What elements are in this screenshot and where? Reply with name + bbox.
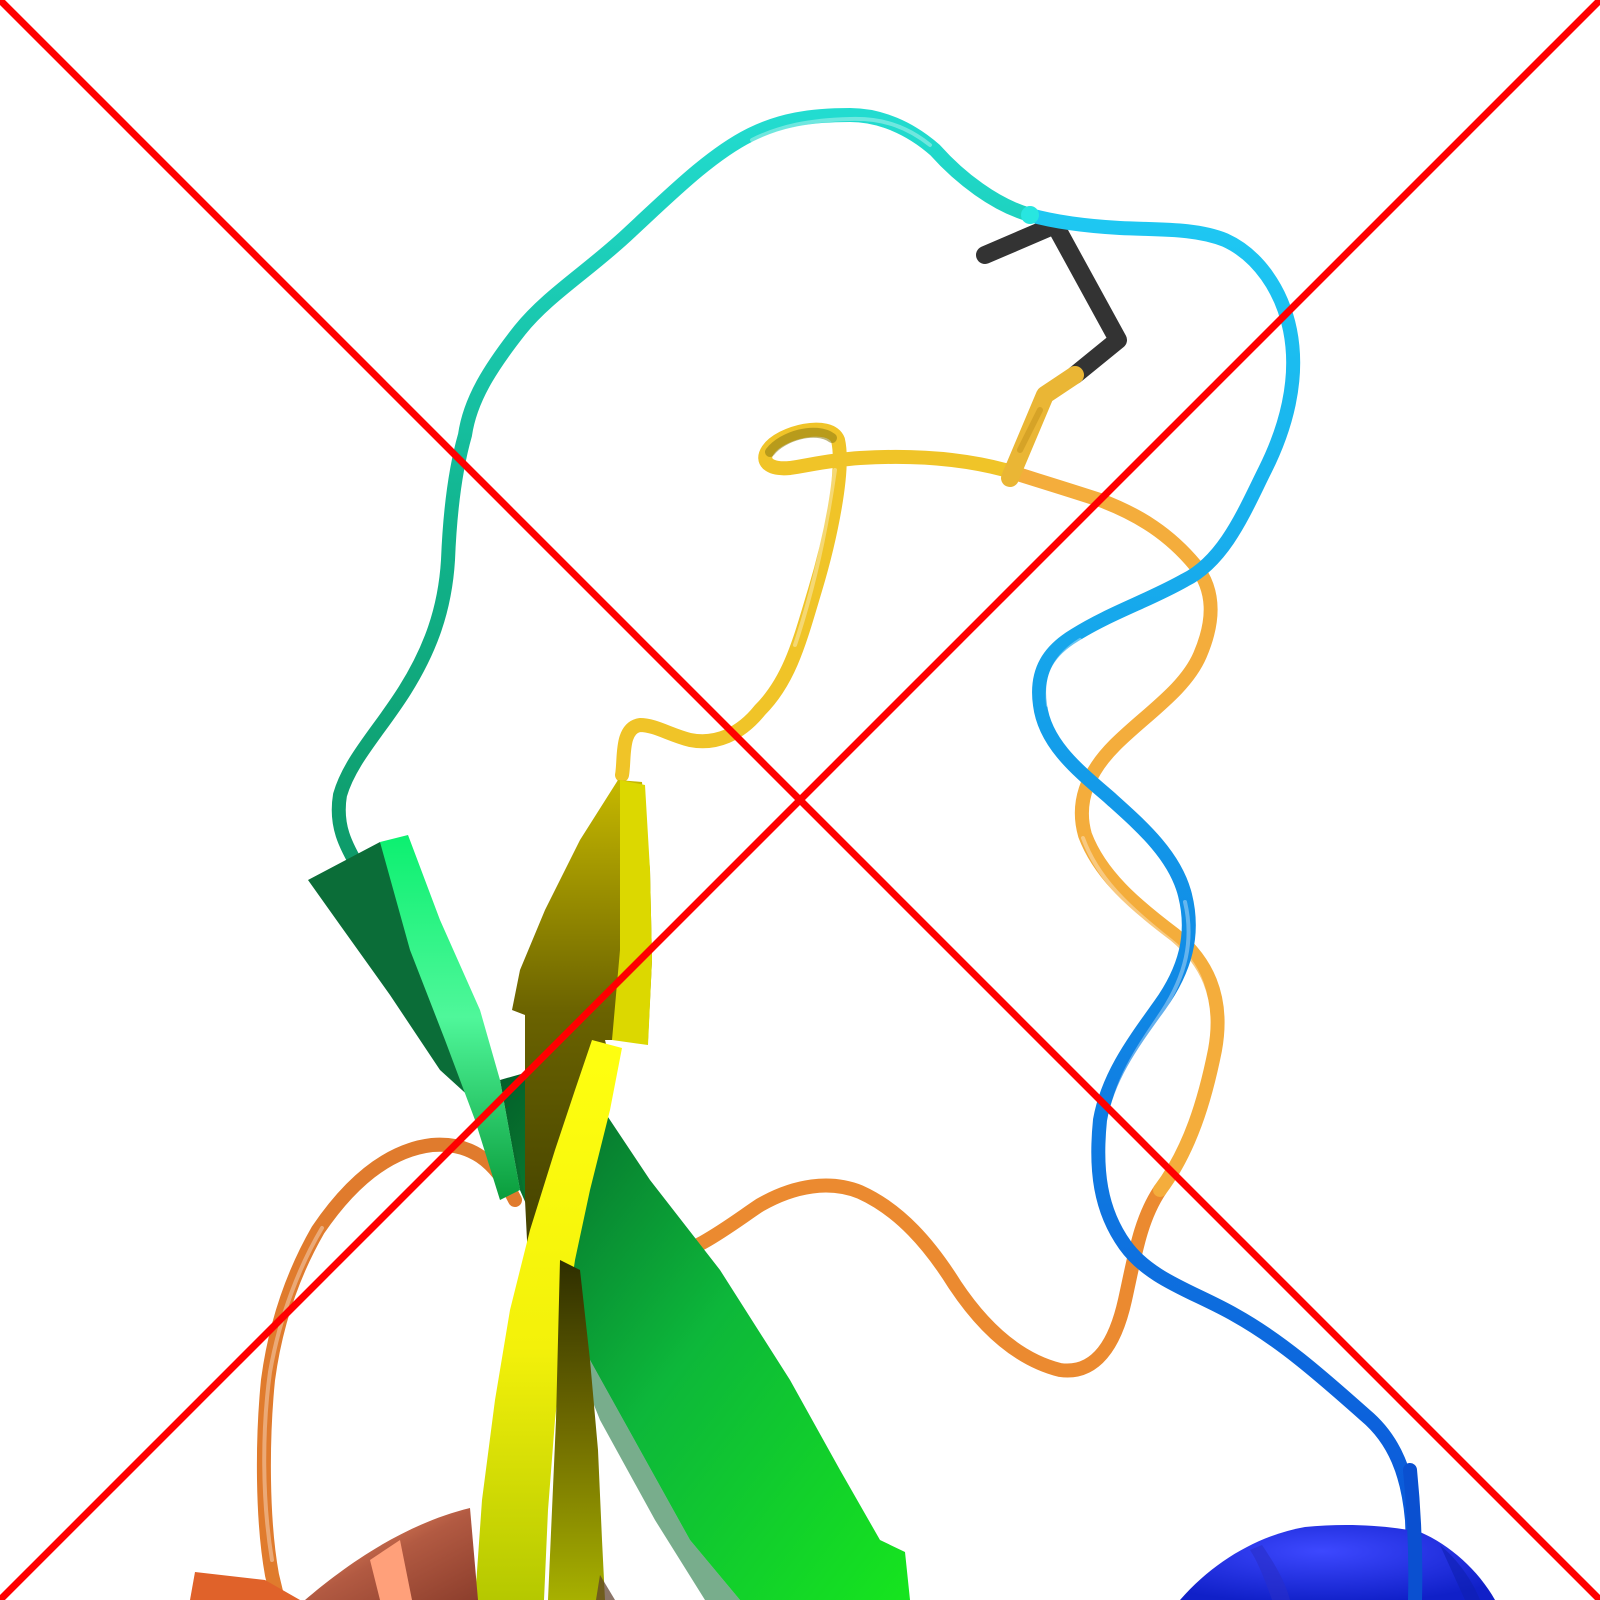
disulfide-bond xyxy=(976,216,1127,487)
gold-loop xyxy=(615,422,1012,782)
mint-strand xyxy=(308,835,520,1200)
green-strand xyxy=(500,1060,910,1600)
cyan-joint xyxy=(1021,206,1039,224)
coral-helix xyxy=(190,1508,615,1600)
cyan-teal-loop xyxy=(331,108,1039,877)
blue-tube-end xyxy=(1403,1463,1423,1600)
blue-helix xyxy=(1180,1524,1495,1600)
yellow-strand xyxy=(475,1040,622,1600)
amber-loop xyxy=(998,463,1225,1197)
blue-loop xyxy=(1023,208,1422,1600)
